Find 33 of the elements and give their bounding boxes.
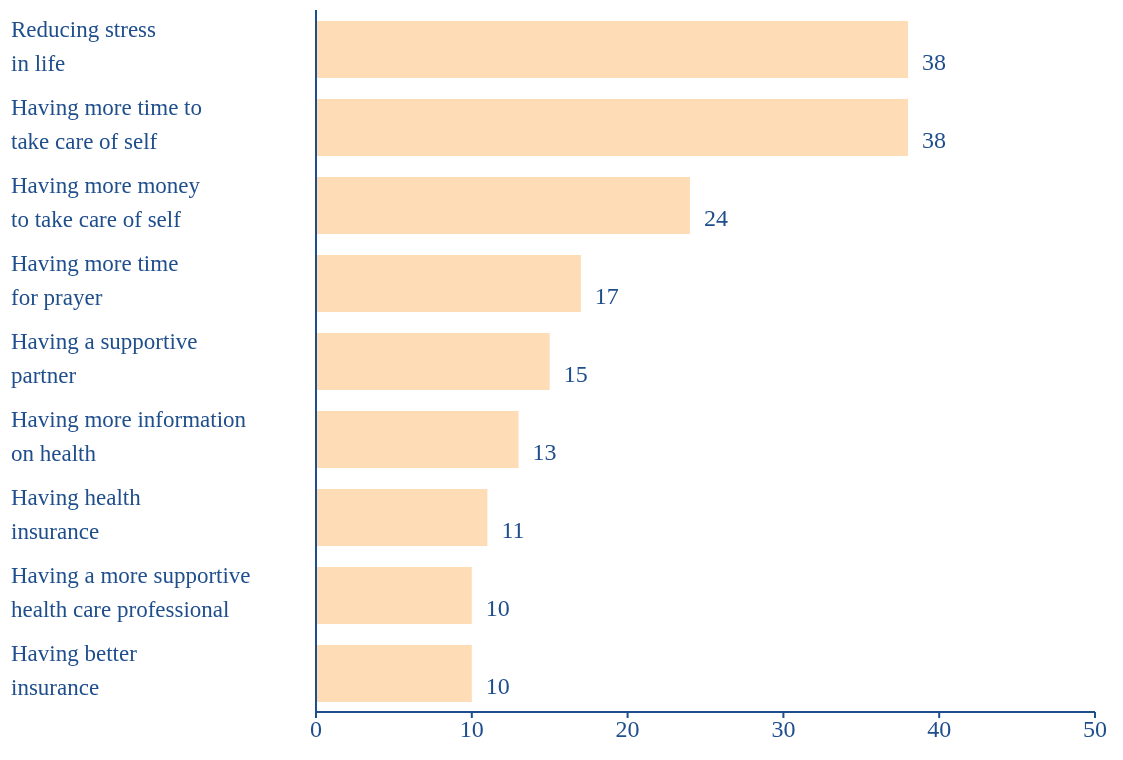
data-label: 13 [532,439,557,466]
y-tick-label: Having a more supportive health care professional [11,563,251,623]
data-label: 15 [563,361,588,388]
x-tick-label: 0 [310,716,322,743]
bar [316,333,550,390]
y-tick-label: Having a supportive partner [11,329,198,389]
x-tick-label: 20 [615,716,640,743]
x-tick-label: 50 [1083,716,1107,743]
y-tick-label: Having more information on health [11,407,247,467]
y-tick-label: Having more time to take care of self [11,95,202,155]
data-label: 10 [485,595,510,622]
x-tick-label: 30 [771,716,796,743]
data-label: 24 [703,205,728,232]
data-label: 11 [501,517,525,544]
x-tick-label: 40 [927,716,952,743]
bar [316,21,909,78]
bar [316,255,581,312]
bar [316,645,472,702]
y-tick-label: Having more money to take care of self [11,173,201,233]
data-label: 17 [594,283,619,310]
y-tick-label: Reducing stress in life [11,17,157,77]
y-tick-label: Having more time for prayer [11,251,179,311]
x-tick-label: 10 [459,716,484,743]
bar [316,489,488,546]
bar [316,567,472,624]
y-tick-label: Having better insurance [11,641,138,701]
bar [316,99,909,156]
bar [316,411,519,468]
data-label: 10 [485,673,510,700]
y-tick-label: Having health insurance [11,485,142,545]
bar [316,177,690,234]
data-label: 38 [922,127,947,154]
data-label: 38 [922,49,947,76]
